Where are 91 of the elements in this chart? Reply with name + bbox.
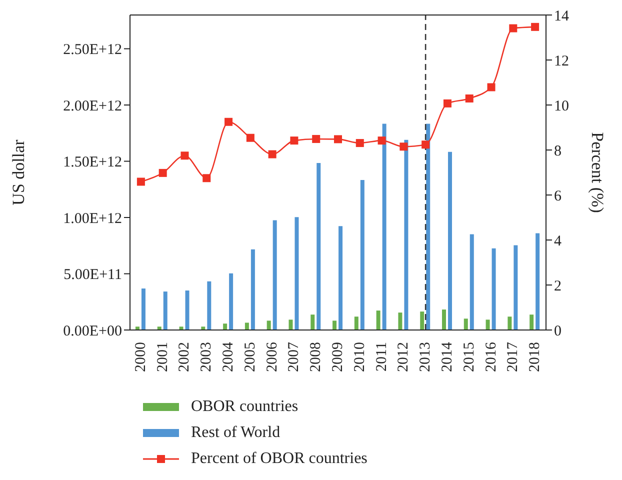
bar [448, 152, 452, 330]
bar [376, 310, 380, 330]
point [290, 136, 298, 145]
point [509, 24, 518, 32]
bar [404, 140, 408, 330]
point [202, 174, 211, 182]
bar [141, 288, 146, 330]
legend-label: OBOR countries [191, 398, 298, 416]
y2-axis-title: Percent (%) [588, 132, 607, 213]
point [443, 99, 452, 108]
x-tick-label: 2013 [418, 342, 434, 372]
x-tick-label: 2015 [461, 342, 478, 372]
point [400, 142, 408, 151]
y-axis-title: US dollar [9, 139, 28, 206]
bar [229, 273, 234, 330]
y-tick-label: 1.00E+12 [63, 210, 122, 227]
bar [316, 162, 321, 330]
bar [508, 316, 512, 330]
point [422, 140, 430, 149]
y-tick-label: 1.50E+12 [63, 154, 122, 171]
y2-tick-label: 10 [554, 98, 569, 114]
bar [464, 318, 468, 330]
bar [492, 248, 496, 330]
point [180, 152, 189, 160]
bar [310, 314, 315, 330]
point [531, 22, 540, 31]
x-tick-label: 2017 [505, 342, 522, 372]
bar [338, 226, 343, 330]
y2-tick-label: 14 [554, 8, 570, 24]
point [312, 134, 320, 143]
point [246, 134, 254, 142]
bar [398, 312, 402, 330]
y2-tick-label: 4 [554, 233, 562, 250]
x-tick-label: 2016 [483, 342, 500, 372]
y2-tick-label: 6 [554, 188, 562, 204]
bar [223, 324, 228, 330]
bar [486, 320, 490, 330]
point [268, 150, 276, 158]
bar [244, 322, 249, 330]
y-tick-label: 2.00E+12 [63, 98, 122, 114]
x-tick-label: 2004 [220, 342, 237, 372]
x-tick-label: 2000 [132, 342, 149, 372]
x-tick-label: 2010 [352, 342, 368, 372]
bar [426, 124, 430, 330]
point [356, 139, 364, 148]
x-tick-label: 2001 [154, 342, 171, 372]
y2-tick-label: 12 [554, 53, 569, 70]
y-tick-label: 5.00E+11 [64, 267, 122, 284]
bar [207, 281, 212, 330]
x-tick-label: 2012 [396, 342, 412, 372]
bar [470, 234, 474, 330]
y-tick-label: 2.50E+12 [63, 42, 122, 58]
x-tick-label: 2014 [439, 342, 456, 372]
bar [354, 316, 358, 330]
legend-label: Percent of OBOR countries [191, 450, 368, 468]
x-tick-label: 2007 [286, 342, 302, 372]
bar [382, 124, 386, 330]
y-tick-label: 0.00E+00 [63, 323, 122, 340]
bar [250, 249, 255, 330]
x-tick-label: 2005 [242, 342, 258, 372]
y2-tick-label: 0 [554, 323, 562, 340]
bar [272, 220, 277, 330]
y2-tick-label: 2 [554, 278, 562, 294]
x-tick-label: 2009 [330, 342, 346, 372]
bar [536, 233, 540, 330]
bar [514, 245, 518, 330]
point [487, 83, 496, 92]
x-tick-label: 2018 [527, 342, 544, 372]
bar [420, 312, 424, 330]
bar [442, 310, 446, 330]
bar [294, 217, 299, 330]
bar [360, 180, 364, 330]
legend-label: Rest of World [191, 424, 280, 442]
point [136, 178, 145, 186]
x-tick-label: 2006 [264, 342, 280, 372]
bar [163, 292, 168, 330]
bar [185, 290, 190, 330]
point [378, 136, 386, 145]
y2-tick-label: 8 [554, 143, 562, 160]
point [465, 94, 474, 102]
point [334, 135, 342, 144]
x-tick-label: 2002 [176, 342, 193, 372]
bar [266, 320, 271, 330]
x-tick-label: 2003 [198, 342, 215, 372]
point [158, 168, 167, 177]
bar [530, 314, 534, 330]
point [224, 118, 233, 126]
x-tick-label: 2011 [374, 342, 390, 372]
bar [288, 320, 293, 330]
bar [332, 320, 337, 330]
x-tick-label: 2008 [308, 342, 324, 372]
